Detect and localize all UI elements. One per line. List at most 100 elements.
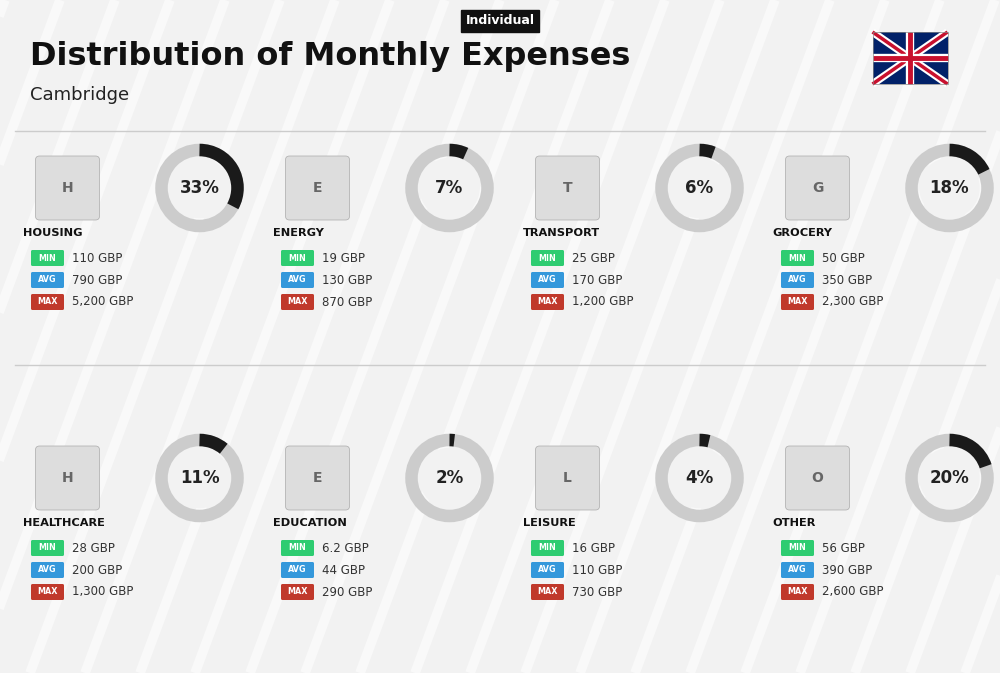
FancyBboxPatch shape	[31, 540, 64, 556]
Text: O: O	[812, 471, 823, 485]
Text: 6%: 6%	[685, 179, 714, 197]
Circle shape	[670, 159, 729, 217]
Text: E: E	[313, 471, 322, 485]
Text: 200 GBP: 200 GBP	[72, 563, 122, 577]
Text: AVG: AVG	[38, 565, 57, 575]
Text: 110 GBP: 110 GBP	[72, 252, 122, 264]
Circle shape	[920, 159, 979, 217]
Text: MIN: MIN	[39, 254, 56, 262]
FancyBboxPatch shape	[536, 156, 599, 220]
Text: 33%: 33%	[180, 179, 219, 197]
Text: H: H	[62, 181, 73, 195]
Text: 20%: 20%	[930, 469, 969, 487]
FancyBboxPatch shape	[531, 584, 564, 600]
Text: 130 GBP: 130 GBP	[322, 273, 372, 287]
Text: AVG: AVG	[788, 275, 807, 285]
FancyBboxPatch shape	[31, 294, 64, 310]
FancyBboxPatch shape	[286, 446, 350, 510]
Circle shape	[920, 448, 979, 507]
Text: EDUCATION: EDUCATION	[272, 518, 346, 528]
Text: 25 GBP: 25 GBP	[572, 252, 614, 264]
FancyBboxPatch shape	[786, 156, 850, 220]
Text: 28 GBP: 28 GBP	[72, 542, 114, 555]
Text: MAX: MAX	[537, 297, 558, 306]
Text: 110 GBP: 110 GBP	[572, 563, 622, 577]
FancyBboxPatch shape	[31, 562, 64, 578]
Text: 5,200 GBP: 5,200 GBP	[72, 295, 133, 308]
Circle shape	[420, 159, 479, 217]
Text: MAX: MAX	[37, 297, 58, 306]
FancyBboxPatch shape	[531, 540, 564, 556]
Text: G: G	[812, 181, 823, 195]
Text: AVG: AVG	[538, 565, 557, 575]
FancyBboxPatch shape	[781, 250, 814, 266]
Text: 390 GBP: 390 GBP	[822, 563, 872, 577]
FancyBboxPatch shape	[781, 294, 814, 310]
Text: AVG: AVG	[538, 275, 557, 285]
FancyBboxPatch shape	[781, 272, 814, 288]
Text: 18%: 18%	[930, 179, 969, 197]
Circle shape	[170, 159, 229, 217]
Text: 1,200 GBP: 1,200 GBP	[572, 295, 633, 308]
FancyBboxPatch shape	[781, 540, 814, 556]
FancyBboxPatch shape	[281, 540, 314, 556]
Text: 2%: 2%	[435, 469, 464, 487]
Text: TRANSPORT: TRANSPORT	[522, 228, 600, 238]
Text: Distribution of Monthly Expenses: Distribution of Monthly Expenses	[30, 40, 630, 71]
FancyBboxPatch shape	[281, 294, 314, 310]
FancyBboxPatch shape	[281, 584, 314, 600]
FancyBboxPatch shape	[531, 272, 564, 288]
FancyBboxPatch shape	[781, 584, 814, 600]
Text: T: T	[563, 181, 572, 195]
Text: AVG: AVG	[288, 275, 307, 285]
Text: 870 GBP: 870 GBP	[322, 295, 372, 308]
FancyBboxPatch shape	[531, 562, 564, 578]
FancyBboxPatch shape	[281, 250, 314, 266]
Text: HEALTHCARE: HEALTHCARE	[23, 518, 104, 528]
FancyBboxPatch shape	[31, 250, 64, 266]
Text: 4%: 4%	[685, 469, 714, 487]
FancyBboxPatch shape	[281, 272, 314, 288]
Text: MAX: MAX	[787, 588, 808, 596]
FancyBboxPatch shape	[31, 584, 64, 600]
FancyBboxPatch shape	[531, 294, 564, 310]
Text: 50 GBP: 50 GBP	[822, 252, 864, 264]
Text: MIN: MIN	[789, 254, 806, 262]
Text: Cambridge: Cambridge	[30, 86, 129, 104]
FancyBboxPatch shape	[36, 156, 100, 220]
Text: ENERGY: ENERGY	[272, 228, 323, 238]
Text: HOUSING: HOUSING	[23, 228, 82, 238]
FancyBboxPatch shape	[281, 562, 314, 578]
Text: AVG: AVG	[788, 565, 807, 575]
FancyBboxPatch shape	[286, 156, 350, 220]
Text: 2,300 GBP: 2,300 GBP	[822, 295, 883, 308]
Text: MIN: MIN	[289, 544, 306, 553]
Text: 56 GBP: 56 GBP	[822, 542, 864, 555]
Text: MIN: MIN	[789, 544, 806, 553]
FancyBboxPatch shape	[781, 562, 814, 578]
Text: L: L	[563, 471, 572, 485]
Text: E: E	[313, 181, 322, 195]
Text: 1,300 GBP: 1,300 GBP	[72, 586, 133, 598]
Text: MAX: MAX	[537, 588, 558, 596]
Text: LEISURE: LEISURE	[522, 518, 575, 528]
FancyBboxPatch shape	[531, 250, 564, 266]
Circle shape	[670, 448, 729, 507]
Text: MAX: MAX	[37, 588, 58, 596]
Text: 290 GBP: 290 GBP	[322, 586, 372, 598]
Text: H: H	[62, 471, 73, 485]
Text: 2,600 GBP: 2,600 GBP	[822, 586, 883, 598]
Text: OTHER: OTHER	[772, 518, 816, 528]
Text: 790 GBP: 790 GBP	[72, 273, 122, 287]
FancyBboxPatch shape	[31, 272, 64, 288]
Text: MIN: MIN	[539, 544, 556, 553]
Text: MAX: MAX	[287, 297, 308, 306]
Text: Individual: Individual	[466, 15, 534, 28]
Text: 16 GBP: 16 GBP	[572, 542, 614, 555]
Text: MIN: MIN	[39, 544, 56, 553]
Text: 730 GBP: 730 GBP	[572, 586, 622, 598]
Text: GROCERY: GROCERY	[772, 228, 832, 238]
Circle shape	[170, 448, 229, 507]
Text: 44 GBP: 44 GBP	[322, 563, 364, 577]
Text: AVG: AVG	[38, 275, 57, 285]
